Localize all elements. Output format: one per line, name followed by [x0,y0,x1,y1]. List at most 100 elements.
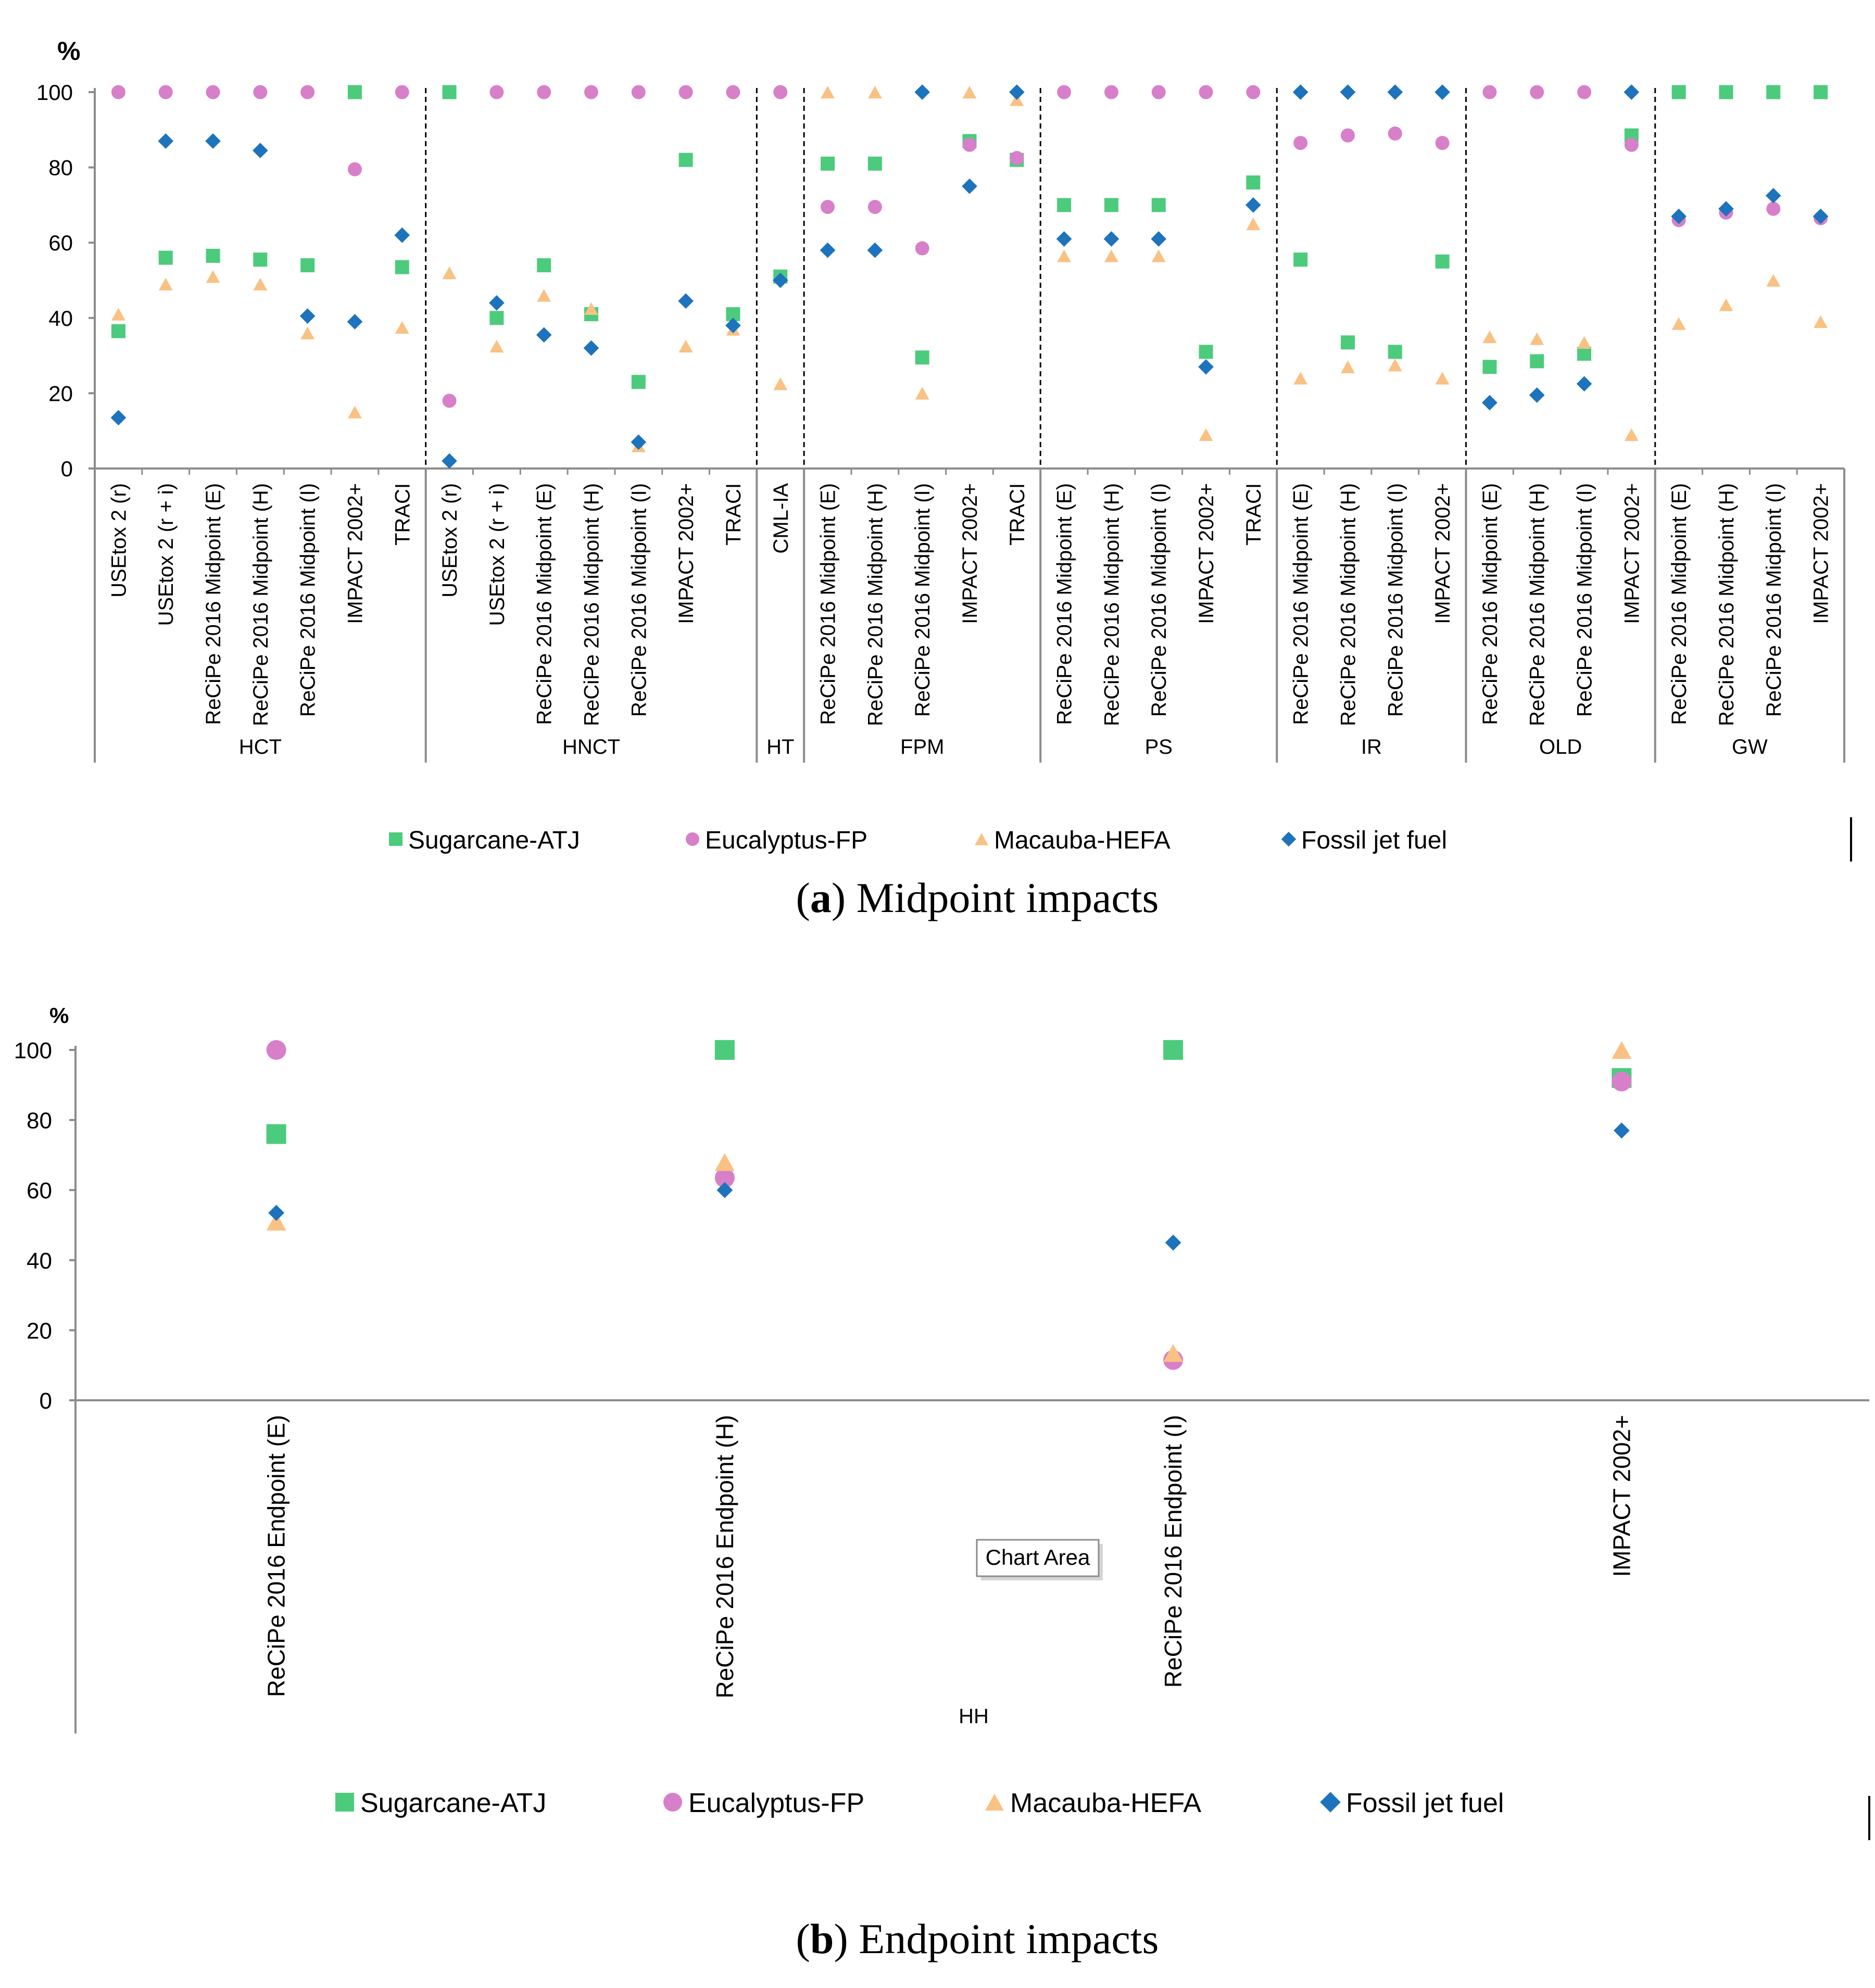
point-fossil-jet-fuel[interactable] [1151,231,1167,247]
point-sugarcane-atj[interactable] [714,1040,735,1060]
point-eucalyptus-fp[interactable] [111,85,125,99]
point-fossil-jet-fuel[interactable] [1103,231,1119,247]
point-eucalyptus-fp[interactable] [537,85,551,99]
point-fossil-jet-fuel[interactable] [1387,84,1403,100]
point-sugarcane-atj[interactable] [489,311,504,325]
point-eucalyptus-fp[interactable] [489,85,504,99]
point-macauba-hefa[interactable] [1612,1041,1632,1059]
point-sugarcane-atj[interactable] [111,324,125,338]
point-eucalyptus-fp[interactable] [1104,85,1118,99]
point-eucalyptus-fp[interactable] [1624,137,1639,152]
point-fossil-jet-fuel[interactable] [1340,84,1356,100]
point-fossil-jet-fuel[interactable] [914,84,930,100]
point-sugarcane-atj[interactable] [442,85,457,99]
point-sugarcane-atj[interactable] [1766,85,1781,99]
legend-marker-macauba-hefa[interactable] [975,833,988,845]
legend-item-fossil-jet-fuel[interactable]: Fossil jet fuel [1320,1788,1504,1818]
point-macauba-hefa[interactable] [714,1153,735,1171]
point-fossil-jet-fuel[interactable] [1529,387,1545,403]
point-eucalyptus-fp[interactable] [726,85,740,99]
point-macauba-hefa[interactable] [1163,1344,1184,1362]
point-eucalyptus-fp[interactable] [266,1040,286,1060]
point-macauba-hefa[interactable] [867,85,882,99]
point-eucalyptus-fp[interactable] [395,85,409,99]
point-fossil-jet-fuel[interactable] [1009,84,1025,100]
point-eucalyptus-fp[interactable] [714,1168,735,1188]
legend-item-fossil-jet-fuel[interactable]: Fossil jet fuel [1281,827,1447,854]
legend-item-eucalyptus-fp[interactable]: Eucalyptus-FP [663,1788,864,1818]
midpoint-chart[interactable]: % 0 20 40 60 80 100 USEtox 2 (r) USEtox 2 (r + i… [36,36,1852,921]
point-fossil-jet-fuel[interactable] [1813,208,1829,224]
point-eucalyptus-fp[interactable] [1766,201,1781,216]
legend-marker-fossil-jet-fuel[interactable] [1320,1792,1341,1813]
point-macauba-hefa[interactable] [1151,249,1166,262]
point-fossil-jet-fuel[interactable] [1765,187,1781,204]
point-macauba-hefa[interactable] [1057,249,1072,262]
point-sugarcane-atj[interactable] [1057,198,1072,212]
point-macauba-hefa[interactable] [395,321,409,334]
point-sugarcane-atj[interactable] [206,249,220,263]
legend-marker-fossil-jet-fuel[interactable] [1281,831,1297,847]
point-fossil-jet-fuel[interactable] [252,143,268,158]
point-eucalyptus-fp[interactable] [773,85,788,99]
point-eucalyptus-fp[interactable] [1435,136,1450,150]
point-fossil-jet-fuel[interactable] [1624,84,1640,100]
point-eucalyptus-fp[interactable] [915,241,929,256]
point-fossil-jet-fuel[interactable] [1576,376,1592,392]
legend-item-macauba-hefa[interactable]: Macauba-HEFA [985,1788,1201,1818]
point-eucalyptus-fp[interactable] [300,85,315,99]
point-macauba-hefa[interactable] [158,277,173,290]
point-macauba-hefa[interactable] [821,85,835,99]
point-sugarcane-atj[interactable] [1719,85,1733,99]
point-eucalyptus-fp[interactable] [1246,85,1261,99]
legend-item-eucalyptus-fp[interactable]: Eucalyptus-FP [686,827,867,854]
point-sugarcane-atj[interactable] [300,258,315,273]
point-macauba-hefa[interactable] [1766,274,1781,287]
legend-marker-eucalyptus-fp[interactable] [686,832,699,846]
point-sugarcane-atj[interactable] [1530,354,1544,369]
point-eucalyptus-fp[interactable] [962,137,977,152]
point-eucalyptus-fp[interactable] [1482,85,1497,99]
point-fossil-jet-fuel[interactable] [678,293,694,309]
point-sugarcane-atj[interactable] [1482,360,1497,374]
point-fossil-jet-fuel[interactable] [442,453,457,469]
point-fossil-jet-fuel[interactable] [299,308,316,324]
point-macauba-hefa[interactable] [206,270,220,283]
point-macauba-hefa[interactable] [1624,428,1639,441]
endpoint-chart[interactable]: % 0 20 40 60 80 100 ReCiPe 2016 Endpoint (E) ReC… [14,1003,1870,1962]
point-fossil-jet-fuel[interactable] [394,227,410,243]
point-eucalyptus-fp[interactable] [1293,136,1308,150]
point-sugarcane-atj[interactable] [1577,346,1592,361]
point-fossil-jet-fuel[interactable] [1434,84,1450,100]
point-eucalyptus-fp[interactable] [867,200,882,214]
legend-item-macauba-hefa[interactable]: Macauba-HEFA [975,827,1171,854]
point-eucalyptus-fp[interactable] [584,85,599,99]
point-fossil-jet-fuel[interactable] [583,340,599,356]
point-fossil-jet-fuel[interactable] [347,314,363,330]
point-fossil-jet-fuel[interactable] [1482,395,1498,411]
legend-marker-macauba-hefa[interactable] [985,1793,1004,1811]
point-sugarcane-atj[interactable] [867,156,882,171]
point-fossil-jet-fuel[interactable] [820,242,836,258]
point-macauba-hefa[interactable] [489,339,504,353]
legend-item-sugarcane-atj[interactable]: Sugarcane-ATJ [389,827,580,854]
point-macauba-hefa[interactable] [1814,315,1828,328]
point-fossil-jet-fuel[interactable] [1198,359,1214,375]
point-macauba-hefa[interactable] [266,1212,286,1231]
point-fossil-jet-fuel[interactable] [962,178,977,194]
point-macauba-hefa[interactable] [584,302,599,315]
point-sugarcane-atj[interactable] [395,260,409,274]
point-sugarcane-atj[interactable] [1340,335,1355,350]
point-eucalyptus-fp[interactable] [1530,85,1544,99]
point-macauba-hefa[interactable] [442,266,457,280]
point-fossil-jet-fuel[interactable] [205,133,221,149]
point-eucalyptus-fp[interactable] [1151,85,1166,99]
point-eucalyptus-fp[interactable] [158,85,173,99]
point-macauba-hefa[interactable] [1104,249,1118,262]
point-fossil-jet-fuel[interactable] [631,434,647,450]
point-sugarcane-atj[interactable] [158,250,173,265]
point-macauba-hefa[interactable] [253,277,268,290]
point-fossil-jet-fuel[interactable] [1718,201,1734,217]
point-macauba-hefa[interactable] [1671,317,1686,330]
point-sugarcane-atj[interactable] [537,258,551,273]
